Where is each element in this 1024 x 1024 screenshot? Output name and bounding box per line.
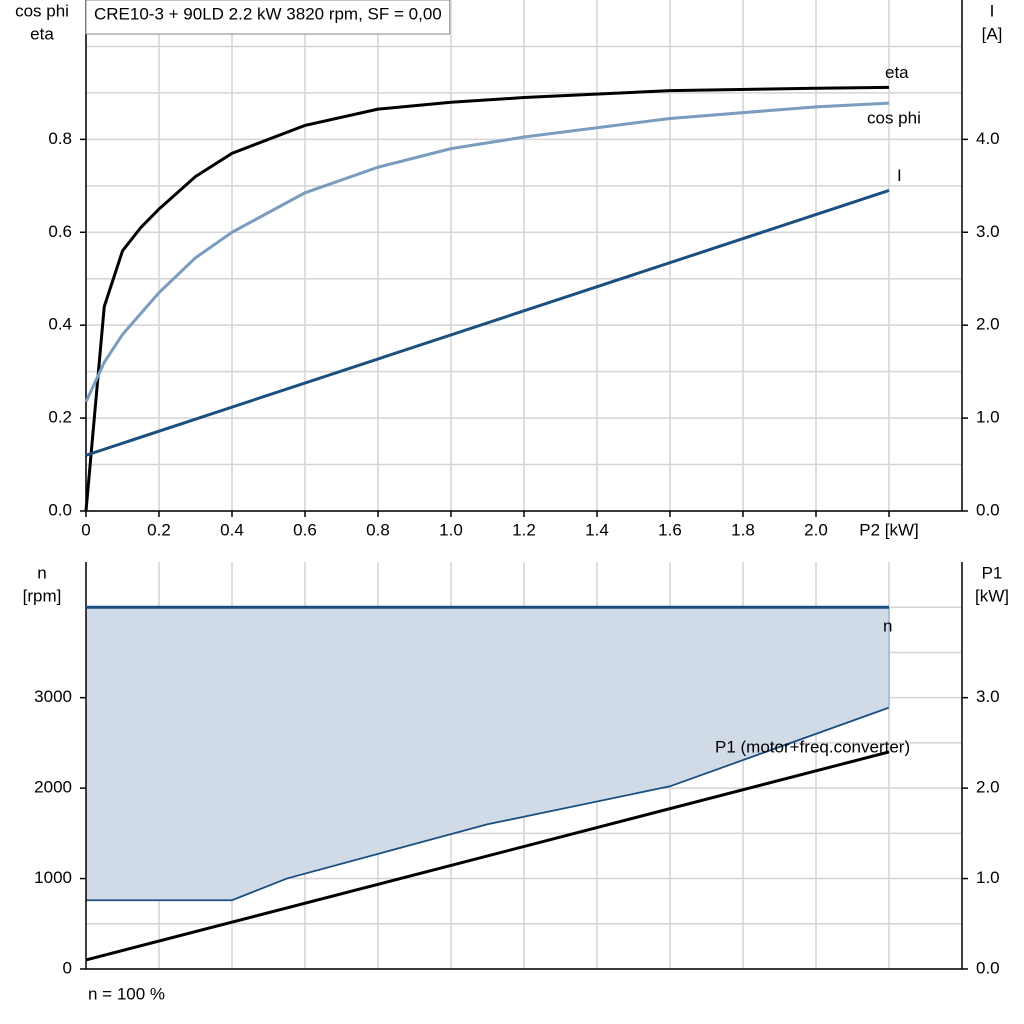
y2-tick-label: 0.0 — [976, 958, 1000, 977]
y2-tick-label: 0.0 — [976, 500, 1000, 519]
y2-tick-label: 2.0 — [976, 315, 1000, 334]
series-line — [84, 85, 890, 512]
x-tick-label: 0.2 — [147, 520, 171, 539]
x-tick-label: P2 [kW] — [859, 520, 919, 539]
y-axis-label: [rpm] — [23, 586, 62, 605]
y-tick-label: 0 — [63, 958, 72, 977]
series-line — [85, 750, 890, 962]
y2-tick-label: 2.0 — [976, 778, 1000, 797]
y-tick-label: 0.2 — [48, 408, 72, 427]
x-tick-label: 0.6 — [293, 520, 317, 539]
y-tick-label: 1000 — [34, 868, 72, 887]
y-tick-label: 0.0 — [48, 500, 72, 519]
y2-axis-label: I — [990, 1, 995, 20]
y2-tick-label: 1.0 — [976, 868, 1000, 887]
series-label: n — [883, 617, 892, 636]
x-tick-label: 1.6 — [658, 520, 682, 539]
footnote: n = 100 % — [88, 984, 165, 1003]
x-tick-label: 0.8 — [366, 520, 390, 539]
y2-tick-label: 1.0 — [976, 408, 1000, 427]
y2-axis-label: P1 — [982, 563, 1003, 582]
y-axis-label: n — [37, 563, 46, 582]
y2-tick-label: 3.0 — [976, 222, 1000, 241]
series-line — [84, 101, 890, 403]
x-tick-label: 0.4 — [220, 520, 244, 539]
y-axis-label: eta — [30, 24, 54, 43]
title-box — [85, 0, 451, 35]
x-tick-label: 1.2 — [512, 520, 536, 539]
x-tick-label: 1.4 — [585, 520, 609, 539]
y2-tick-label: 3.0 — [976, 687, 1000, 706]
x-tick-label: 0 — [81, 520, 90, 539]
x-tick-label: 1.8 — [731, 520, 755, 539]
series-label: I — [897, 166, 902, 185]
series-label: cos phi — [867, 109, 921, 128]
series-label: P1 (motor+freq.converter) — [715, 737, 910, 756]
chart-title: CRE10-3 + 90LD 2.2 kW 3820 rpm, SF = 0,0… — [94, 4, 442, 23]
y-tick-label: 3000 — [34, 687, 72, 706]
series-label: eta — [885, 63, 909, 82]
y-tick-label: 0.8 — [48, 129, 72, 148]
y-tick-label: 0.4 — [48, 315, 72, 334]
range-lower-line — [86, 706, 890, 902]
y2-tick-label: 4.0 — [976, 129, 1000, 148]
y2-axis-label: [kW] — [975, 586, 1009, 605]
y2-axis-label: [A] — [982, 24, 1003, 43]
range-fill — [86, 607, 889, 901]
series-line — [85, 189, 890, 457]
x-tick-label: 1.0 — [439, 520, 463, 539]
y-axis-label: cos phi — [15, 1, 69, 20]
y-tick-label: 2000 — [34, 778, 72, 797]
x-tick-label: 2.0 — [804, 520, 828, 539]
y-tick-label: 0.6 — [48, 222, 72, 241]
